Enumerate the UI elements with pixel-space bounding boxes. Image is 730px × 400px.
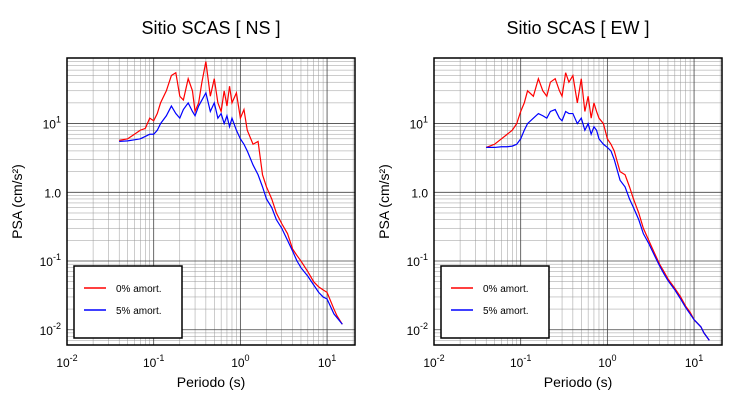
tick-label: 10-2 — [407, 321, 428, 338]
tick-label: 1.0 — [44, 186, 61, 200]
chart-title: Sitio SCAS [ NS ] — [141, 18, 280, 38]
tick-base: 10 — [407, 255, 421, 269]
tick-base: 1.0 — [411, 186, 428, 200]
plot-frame — [433, 57, 723, 346]
tick-base: 10 — [43, 118, 57, 132]
tick-base: 10 — [56, 356, 70, 370]
tick-label: 10-1 — [510, 353, 531, 370]
tick-exponent: -1 — [156, 353, 164, 363]
tick-exponent: -2 — [53, 321, 61, 331]
tick-base: 10 — [40, 255, 54, 269]
tick-base: 10 — [510, 356, 524, 370]
tick-label: 100 — [231, 353, 249, 370]
tick-label: 101 — [410, 115, 428, 132]
chart-title: Sitio SCAS [ EW ] — [506, 18, 649, 38]
tick-base: 10 — [40, 324, 54, 338]
tick-label: 10-1 — [143, 353, 164, 370]
tick-exponent: 0 — [612, 353, 617, 363]
tick-base: 10 — [318, 356, 332, 370]
tick-exponent: -2 — [437, 353, 445, 363]
tick-base: 10 — [231, 356, 245, 370]
tick-exponent: -2 — [420, 321, 428, 331]
tick-label: 101 — [43, 115, 61, 132]
tick-label: 10-1 — [40, 252, 61, 269]
y-axis-label: PSA (cm/s²) — [9, 164, 25, 239]
tick-base: 10 — [407, 324, 421, 338]
tick-label: 101 — [318, 353, 336, 370]
tick-label: 101 — [685, 353, 703, 370]
series-line — [119, 91, 343, 325]
y-axis-label: PSA (cm/s²) — [376, 164, 392, 239]
tick-base: 10 — [143, 356, 157, 370]
tick-exponent: 1 — [56, 115, 61, 125]
tick-label: 10-2 — [56, 353, 77, 370]
tick-exponent: -1 — [523, 353, 531, 363]
series-line — [486, 108, 710, 341]
legend-label: 5% amort. — [116, 306, 162, 317]
legend-label: 5% amort. — [483, 306, 529, 317]
legend-label: 0% amort. — [483, 284, 529, 295]
series-line — [119, 61, 343, 325]
legend-box — [73, 265, 183, 339]
tick-base: 1.0 — [44, 186, 61, 200]
legend-box — [440, 265, 550, 339]
tick-label: 10-2 — [423, 353, 444, 370]
tick-label: 10-2 — [40, 321, 61, 338]
tick-exponent: 1 — [698, 353, 703, 363]
tick-label: 1.0 — [411, 186, 428, 200]
tick-exponent: -2 — [70, 353, 78, 363]
series-line — [485, 72, 710, 341]
plot-frame — [66, 57, 356, 346]
x-axis-label: Periodo (s) — [544, 374, 612, 390]
tick-label: 100 — [598, 353, 616, 370]
x-axis-label: Periodo (s) — [177, 374, 245, 390]
tick-exponent: 1 — [331, 353, 336, 363]
tick-base: 10 — [685, 356, 699, 370]
tick-base: 10 — [410, 118, 424, 132]
tick-exponent: 0 — [245, 353, 250, 363]
tick-exponent: 1 — [423, 115, 428, 125]
tick-base: 10 — [423, 356, 437, 370]
tick-label: 10-1 — [407, 252, 428, 269]
legend-label: 0% amort. — [116, 284, 162, 295]
tick-base: 10 — [598, 356, 612, 370]
tick-exponent: -1 — [53, 252, 61, 262]
tick-exponent: -1 — [420, 252, 428, 262]
